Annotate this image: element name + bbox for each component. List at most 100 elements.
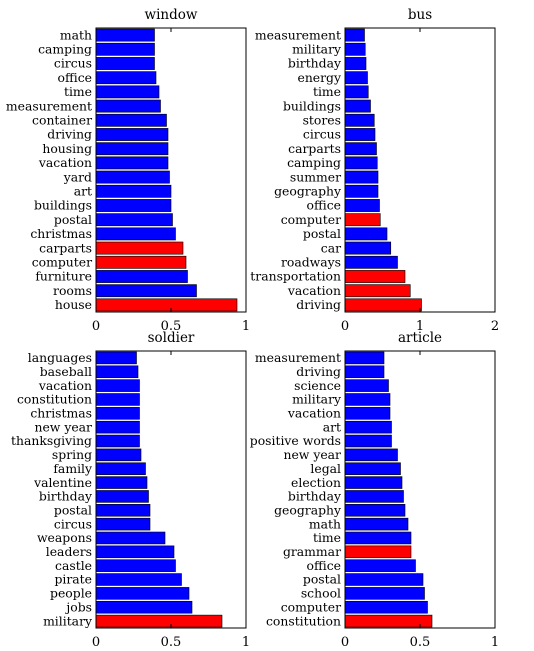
- chart-soldier-bar-vacation: [95, 379, 140, 392]
- chart-window-bar-christmas: [95, 227, 176, 241]
- chart-soldier-bar-birthday: [95, 490, 149, 503]
- chart-article-label-computer: computer: [281, 599, 341, 614]
- chart-window-bar-yard: [95, 170, 170, 184]
- chart-article-label-grammar: grammar: [283, 544, 341, 559]
- chart-window-xtick-label: 1: [242, 319, 250, 334]
- chart-article-label-office: office: [307, 558, 342, 573]
- chart-window-label-rooms: rooms: [53, 283, 92, 298]
- chart-window-frame: [95, 27, 247, 313]
- chart-window-label-measurement: measurement: [6, 98, 92, 113]
- chart-article-label-school: school: [301, 586, 341, 601]
- chart-soldier-label-valentine: valentine: [33, 475, 92, 490]
- chart-window-bar-computer: [95, 255, 187, 269]
- chart-soldier-bar-jobs: [95, 600, 193, 614]
- chart-article-bar-time: [344, 531, 412, 545]
- chart-window-label-furniture: furniture: [35, 269, 92, 284]
- chart-article-label-geography: geography: [274, 502, 341, 517]
- chart-bus-label-roadways: roadways: [281, 255, 341, 270]
- chart-article-bar-election: [344, 476, 403, 489]
- chart-window-label-carparts: carparts: [39, 240, 92, 255]
- chart-soldier-label-castle: castle: [55, 558, 92, 573]
- chart-window-label-house: house: [55, 297, 92, 312]
- chart-article-bar-science: [344, 379, 389, 392]
- chart-soldier-xtick-label: 0.5: [161, 635, 182, 650]
- chart-soldier-xtick-label: 1: [242, 635, 250, 650]
- chart-bus-label-office: office: [307, 198, 342, 213]
- chart-soldier-label-circus: circus: [54, 516, 92, 531]
- chart-bus-bar-time: [344, 85, 369, 99]
- chart-window-bar-circus: [95, 57, 155, 70]
- chart-window-bar-math: [95, 28, 155, 42]
- chart-window-bar-office: [95, 71, 157, 85]
- chart-soldier-label-postal: postal: [54, 502, 92, 517]
- chart-window-label-container: container: [32, 113, 92, 128]
- chart-window-bar-carparts: [95, 241, 184, 255]
- chart-bus-label-geography: geography: [274, 184, 341, 199]
- chart-window-label-art: art: [74, 184, 92, 199]
- chart-article-label-constitution: constitution: [266, 613, 341, 628]
- chart-article-label-measurement: measurement: [255, 350, 341, 365]
- chart-soldier-label-military: military: [43, 613, 92, 628]
- chart-bus-bar-measurement: [344, 28, 365, 42]
- chart-article-bar-computer: [344, 600, 428, 614]
- chart-bus-label-driving: driving: [296, 297, 341, 312]
- chart-article-frame: [344, 350, 496, 629]
- chart-window-label-yard: yard: [63, 169, 92, 184]
- chart-bus-label-circus: circus: [303, 127, 341, 142]
- chart-bus-bar-buildings: [344, 99, 371, 113]
- chart-article-label-time: time: [313, 530, 341, 545]
- chart-window-label-buildings: buildings: [34, 198, 92, 213]
- chart-article-bar-office: [344, 559, 416, 572]
- chart-bus-bar-stores: [344, 113, 375, 127]
- chart-bus-label-summer: summer: [290, 169, 341, 184]
- chart-bus-bar-office: [344, 199, 380, 212]
- chart-soldier-bar-new-year: [95, 420, 140, 434]
- chart-soldier-bar-military: [95, 614, 223, 628]
- chart-article-bar-positive-words: [344, 434, 392, 448]
- chart-window-label-housing: housing: [42, 141, 92, 156]
- chart-window-bar-furniture: [95, 270, 188, 283]
- chart-article-bar-geography: [344, 504, 406, 517]
- chart-article-bar-driving: [344, 365, 385, 379]
- chart-window-label-christmas: christmas: [30, 226, 92, 241]
- chart-soldier-bar-weapons: [95, 531, 166, 545]
- chart-soldier-label-languages: languages: [28, 350, 92, 365]
- chart-article-label-art: art: [323, 419, 341, 434]
- chart-window-bar-measurement: [95, 99, 161, 113]
- chart-soldier-label-christmas: christmas: [30, 406, 92, 421]
- chart-soldier-label-jobs: jobs: [64, 599, 92, 614]
- chart-soldier-frame: [95, 350, 247, 629]
- chart-bus-bar-birthday: [344, 57, 367, 70]
- chart-window-panel: window mathcampingcircusofficetimemeasure…: [6, 7, 250, 334]
- chart-soldier-bar-castle: [95, 559, 176, 572]
- chart-bus-bar-geography: [344, 184, 379, 198]
- chart-bus-bar-military: [344, 42, 366, 56]
- chart-bus-label-stores: stores: [303, 113, 341, 128]
- chart-article-title: article: [398, 330, 442, 346]
- chart-window-label-postal: postal: [54, 212, 92, 227]
- chart-bus-label-buildings: buildings: [283, 98, 341, 113]
- chart-bus-frame: [344, 27, 496, 313]
- chart-article-bar-birthday: [344, 490, 404, 503]
- chart-bus-label-camping: camping: [287, 155, 341, 170]
- chart-article-bar-math: [344, 517, 409, 531]
- chart-window-bar-housing: [95, 142, 169, 156]
- chart-window-label-camping: camping: [38, 42, 92, 57]
- chart-article-label-driving: driving: [296, 364, 341, 379]
- chart-soldier-label-constitution: constitution: [17, 392, 92, 407]
- chart-article-label-military: military: [292, 392, 341, 407]
- chart-article-bar-grammar: [344, 545, 412, 559]
- chart-article-bar-new-year: [344, 448, 398, 462]
- chart-window-label-vacation: vacation: [38, 155, 92, 170]
- chart-article-label-election: election: [291, 475, 341, 490]
- chart-bus-xtick-label: 0: [341, 319, 349, 334]
- chart-window-label-office: office: [58, 70, 93, 85]
- chart-article-label-positive-words: positive words: [250, 433, 341, 448]
- chart-soldier-bar-baseball: [95, 365, 139, 379]
- chart-bus-xtick-label: 1: [416, 319, 424, 334]
- chart-article-bar-art: [344, 420, 392, 434]
- chart-bus-bar-roadways: [344, 255, 398, 269]
- chart-article-label-vacation: vacation: [287, 406, 341, 421]
- chart-bus-bar-car: [344, 241, 392, 255]
